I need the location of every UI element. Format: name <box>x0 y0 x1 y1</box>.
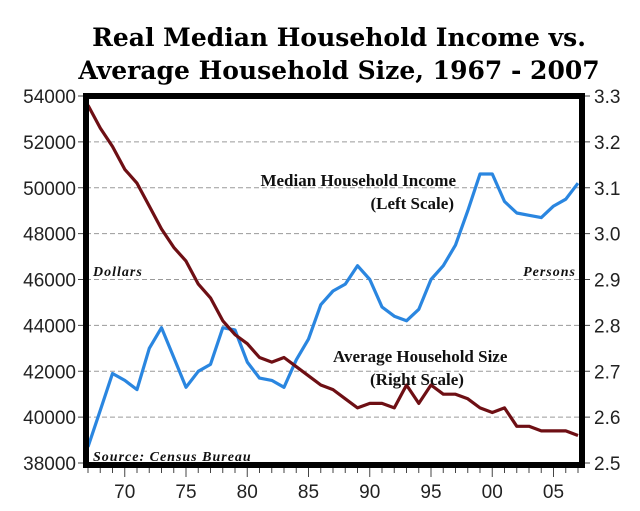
right-axis-unit-label: Persons <box>523 265 576 280</box>
size-series-label: Average Household Size <box>333 347 508 366</box>
right-tick-label: 2.8 <box>594 316 620 337</box>
plot-frame <box>83 93 585 468</box>
x-axis: 70 75 80 85 90 95 00 05 <box>87 468 579 503</box>
left-tick-label: 42000 <box>23 362 76 383</box>
x-tick-label: 80 <box>237 482 258 503</box>
x-tick-label: 95 <box>420 482 441 503</box>
source-note: Source: Census Bureau <box>93 450 252 465</box>
household-size-series-line <box>86 104 579 437</box>
left-tick-label: 48000 <box>23 225 76 246</box>
x-tick-label: 70 <box>114 482 135 503</box>
income-series-line <box>86 172 580 448</box>
chart-title-line-2: Average Household Size, 1967 - 2007 <box>77 56 599 85</box>
size-series-scale-label: (Right Scale) <box>370 370 464 389</box>
x-tick-label: 05 <box>543 482 564 503</box>
series-lines <box>86 104 580 448</box>
x-tick-label: 90 <box>359 482 380 503</box>
left-tick-label: 40000 <box>23 408 76 429</box>
left-tick-label: 50000 <box>23 179 76 200</box>
chart-title-line-1: Real Median Household Income vs. <box>92 23 586 52</box>
left-tick-label: 38000 <box>23 454 76 475</box>
income-series-label: Median Household Income <box>260 171 456 190</box>
left-tick-label: 54000 <box>23 87 76 108</box>
right-tick-label: 3.2 <box>594 133 620 154</box>
gridlines <box>86 141 582 418</box>
right-tick-label: 2.9 <box>594 271 620 292</box>
x-tick-label: 00 <box>482 482 503 503</box>
left-axis-unit-label: Dollars <box>92 265 143 280</box>
left-tick-label: 44000 <box>23 316 76 337</box>
right-tick-label: 2.6 <box>594 408 620 429</box>
income-series-scale-label: (Left Scale) <box>370 194 454 213</box>
left-tick-label: 52000 <box>23 133 76 154</box>
left-tick-label: 46000 <box>23 271 76 292</box>
right-tick-label: 3.1 <box>594 179 620 200</box>
x-tick-label: 75 <box>175 482 196 503</box>
right-tick-label: 2.7 <box>594 362 620 383</box>
right-axis: 2.5 2.6 2.7 2.8 2.9 3.0 3.1 3.2 3.3 <box>582 87 620 475</box>
x-tick-label: 85 <box>298 482 319 503</box>
right-tick-label: 2.5 <box>594 454 620 475</box>
right-tick-label: 3.0 <box>594 225 620 246</box>
left-axis: 38000 40000 42000 44000 46000 48000 50000 52000… <box>23 87 86 475</box>
right-tick-label: 3.3 <box>594 87 620 108</box>
